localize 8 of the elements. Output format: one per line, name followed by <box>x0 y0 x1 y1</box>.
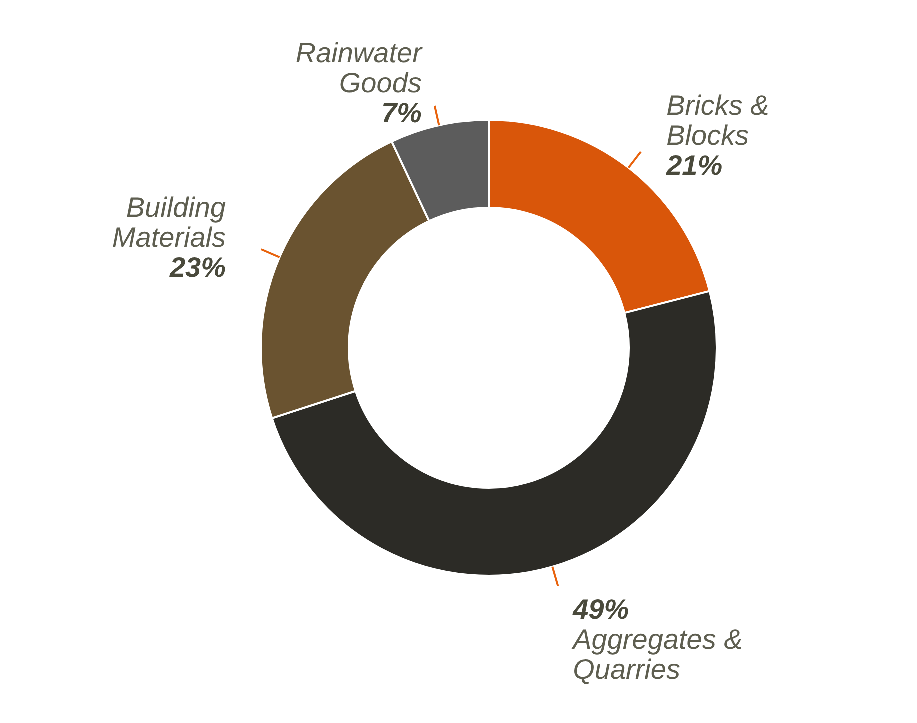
data-label: 49% <box>572 594 630 625</box>
data-label: 23% <box>168 252 226 283</box>
slice-label: Rainwater Goods <box>296 38 424 99</box>
slice-label: Bricks & Blocks <box>666 90 770 151</box>
slice-label: Building Materials <box>112 192 226 253</box>
slice-label: Aggregates & Quarries <box>571 624 743 685</box>
data-label: 21% <box>666 150 723 181</box>
data-label: 7% <box>381 98 422 129</box>
